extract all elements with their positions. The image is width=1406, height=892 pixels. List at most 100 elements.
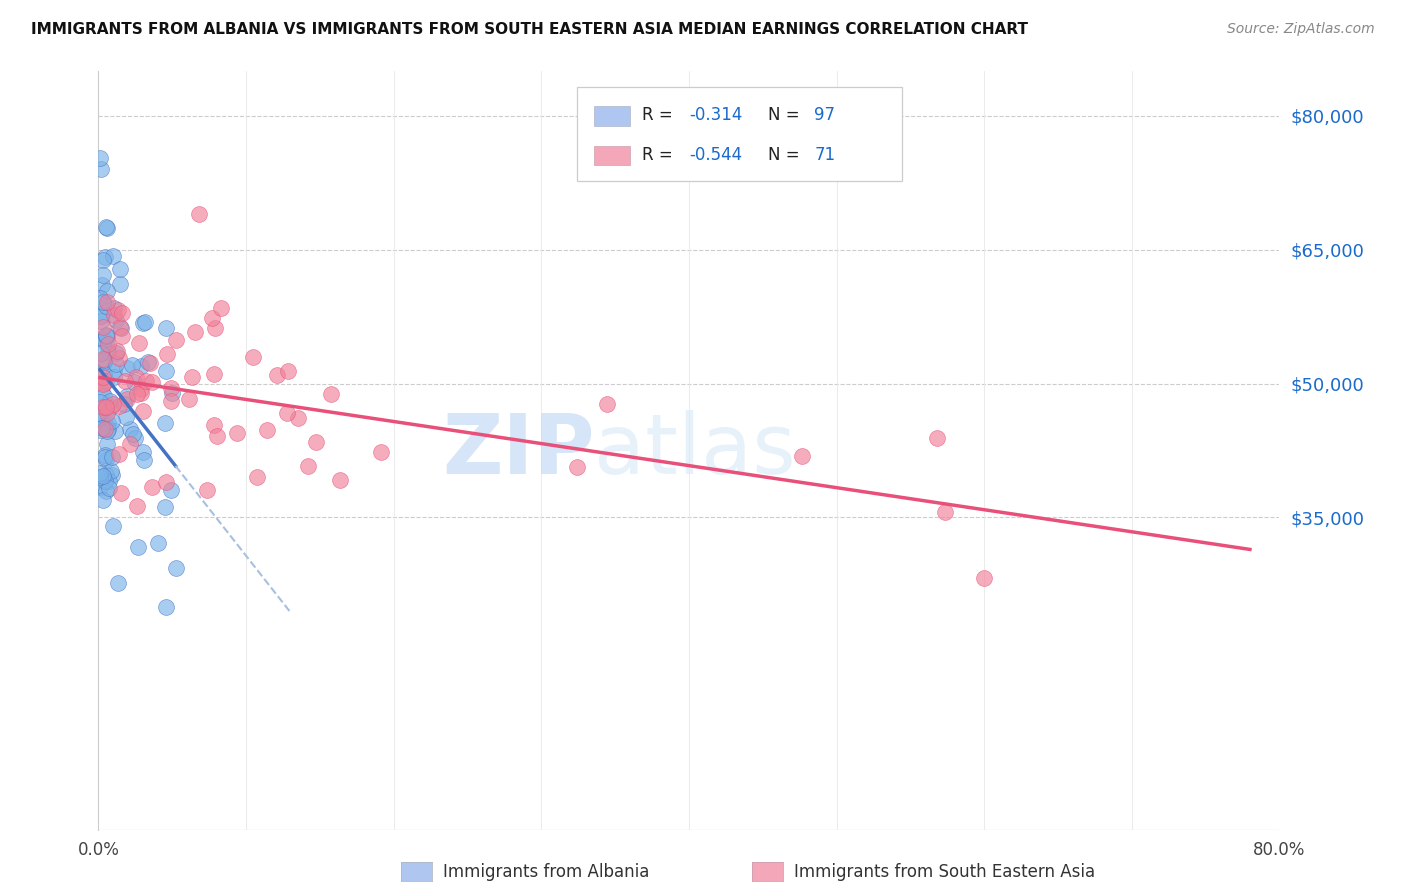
Point <box>305 434 328 449</box>
Point <box>91 253 114 268</box>
Point <box>98 475 121 489</box>
Point <box>96 437 118 451</box>
Point <box>89 151 111 165</box>
FancyBboxPatch shape <box>595 106 630 126</box>
Point <box>165 333 187 347</box>
Point <box>160 385 183 400</box>
Point <box>90 332 112 346</box>
Point <box>112 397 135 411</box>
Point <box>108 351 131 366</box>
Point <box>118 422 141 436</box>
Point <box>141 480 163 494</box>
Point <box>90 162 112 177</box>
Point <box>129 385 152 400</box>
Point <box>96 220 118 235</box>
Point <box>122 376 145 390</box>
Point <box>89 423 111 437</box>
Point <box>90 309 112 323</box>
Point <box>94 422 117 436</box>
Point <box>132 317 155 331</box>
Point <box>165 561 187 575</box>
Point <box>201 311 224 326</box>
Point <box>89 480 111 494</box>
Point <box>121 426 143 441</box>
Point <box>94 483 117 498</box>
Point <box>94 400 117 414</box>
Point <box>204 367 226 381</box>
Text: -0.544: -0.544 <box>689 145 742 164</box>
Point <box>101 414 124 428</box>
Point <box>101 397 124 411</box>
FancyBboxPatch shape <box>595 145 630 165</box>
Point <box>101 249 124 263</box>
Point <box>184 325 207 339</box>
Point <box>91 278 114 293</box>
Point <box>160 381 183 395</box>
Point <box>104 313 127 327</box>
Text: N =: N = <box>768 106 806 124</box>
Point <box>209 301 232 316</box>
Point <box>329 474 352 488</box>
Point <box>225 425 247 440</box>
Point <box>107 576 129 591</box>
Point <box>94 453 117 467</box>
Text: N =: N = <box>768 145 806 164</box>
Point <box>93 376 115 390</box>
Point <box>93 250 115 264</box>
Text: 97: 97 <box>814 106 835 124</box>
Point <box>96 329 118 343</box>
Point <box>89 291 111 305</box>
Point <box>108 447 131 461</box>
Point <box>96 284 118 298</box>
Point <box>94 417 117 432</box>
Point <box>125 387 148 401</box>
Point <box>370 445 392 459</box>
Point <box>90 345 112 359</box>
Point <box>195 483 218 497</box>
Point <box>155 364 177 378</box>
Point <box>110 328 132 343</box>
Point <box>202 417 225 432</box>
FancyBboxPatch shape <box>576 87 901 181</box>
Point <box>93 354 115 368</box>
Point <box>96 328 118 343</box>
Point <box>277 363 299 377</box>
Point <box>115 389 138 403</box>
Point <box>93 389 115 403</box>
Point <box>141 375 163 389</box>
Point <box>297 458 319 473</box>
Point <box>132 404 155 418</box>
Point <box>101 467 124 482</box>
Text: 71: 71 <box>814 145 835 164</box>
Text: ZIP: ZIP <box>441 410 595 491</box>
Point <box>105 346 128 360</box>
Point <box>205 429 228 443</box>
Text: Immigrants from Albania: Immigrants from Albania <box>443 863 650 881</box>
Point <box>127 499 149 513</box>
Point <box>93 368 115 382</box>
Point <box>96 294 118 309</box>
Point <box>91 420 114 434</box>
Point <box>256 423 278 437</box>
Point <box>96 335 118 350</box>
Point <box>973 571 995 585</box>
Point <box>925 431 948 445</box>
Point <box>204 321 226 335</box>
Point <box>276 406 298 420</box>
Point <box>97 345 120 359</box>
Point <box>98 393 121 408</box>
Point <box>155 347 177 361</box>
Point <box>89 470 111 484</box>
Text: Immigrants from South Eastern Asia: Immigrants from South Eastern Asia <box>794 863 1095 881</box>
Point <box>111 306 134 320</box>
Point <box>138 356 160 370</box>
Point <box>101 450 124 464</box>
Point <box>91 268 114 282</box>
Point <box>153 416 176 430</box>
Point <box>242 350 264 364</box>
Point <box>103 308 125 322</box>
Point <box>90 314 112 328</box>
Point <box>124 369 146 384</box>
Point <box>115 361 138 376</box>
Point <box>89 406 111 420</box>
